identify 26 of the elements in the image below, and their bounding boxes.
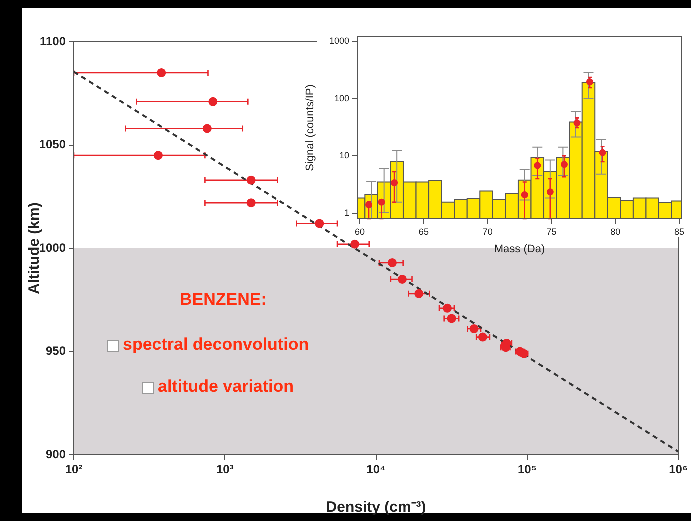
annotation: altitude variation [158, 377, 294, 396]
x-tick-label: 65 [418, 226, 429, 237]
annotation: spectral deconvolution [123, 335, 310, 354]
x-tick-label: 75 [546, 226, 557, 237]
x-axis-title: Mass (Da) [494, 243, 546, 256]
y-tick-label: 1050 [39, 138, 66, 152]
x-tick-label: 70 [482, 226, 493, 237]
x-tick-label: 10² [65, 462, 83, 477]
x-tick-label: 10³ [216, 462, 234, 477]
x-tick-label: 85 [674, 226, 684, 237]
y-axis-title: Signal (counts/IP) [304, 84, 317, 172]
y-tick-label: 900 [46, 447, 66, 462]
y-tick-label: 1100 [40, 34, 66, 48]
x-tick-label: 10⁵ [518, 462, 537, 477]
x-tick-label: 10⁴ [366, 462, 386, 477]
y-tick-label: 1000 [39, 240, 66, 255]
y-tick-label: 10 [339, 150, 350, 161]
y-tick-label: 950 [46, 344, 66, 358]
annotation: BENZENE: [180, 290, 267, 309]
x-tick-label: 10⁶ [669, 462, 688, 477]
x-tick-label: 80 [610, 226, 621, 237]
y-tick-label: 100 [334, 93, 350, 104]
x-axis-title: Density (cm⁻³) [326, 499, 426, 516]
y-tick-label: 1 [344, 208, 350, 218]
x-tick-label: 60 [355, 226, 366, 237]
y-tick-label: 1000 [329, 36, 350, 46]
